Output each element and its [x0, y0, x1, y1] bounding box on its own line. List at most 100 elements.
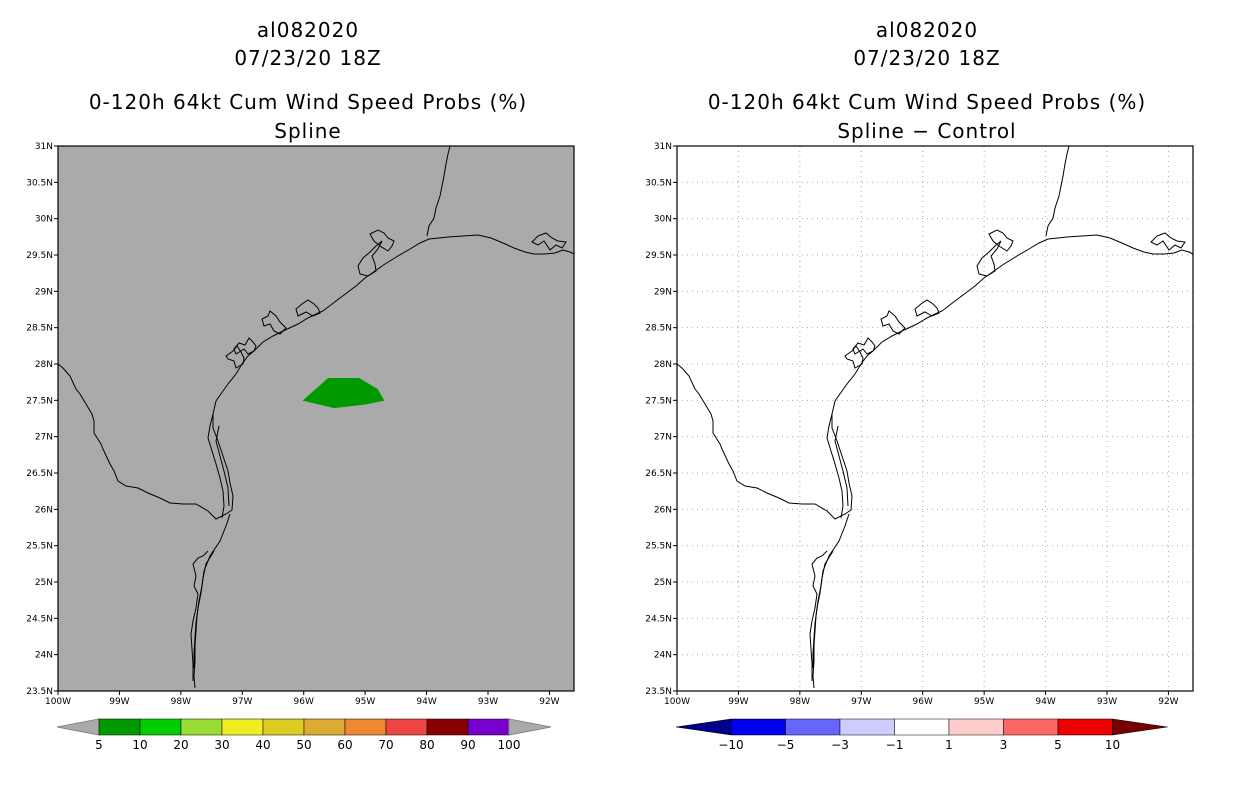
colorbar-label: 10 [1105, 738, 1120, 752]
bay-outline [225, 345, 245, 369]
map-frame [57, 145, 575, 692]
map-frame [676, 145, 1194, 692]
lon-label: 97W [232, 697, 252, 707]
lat-label: 30N [35, 215, 53, 225]
bay-outline [531, 232, 567, 251]
colorbar-label: −1 [886, 738, 904, 752]
colorbar-right-end [1112, 718, 1168, 736]
lon-label: 99W [109, 697, 129, 707]
bay-outline [976, 240, 1002, 277]
lat-label: 24N [35, 651, 53, 661]
probability-contour [302, 378, 385, 409]
lon-label: 94W [1035, 697, 1055, 707]
lat-label: 29.5N [645, 251, 672, 261]
right-datetime: 07/23/20 18Z [853, 46, 1001, 70]
colorbar-swatch [839, 718, 895, 736]
lon-label: 98W [171, 697, 191, 707]
lat-label: 25N [35, 578, 53, 588]
padre-island [812, 550, 834, 668]
colorbar-label: 40 [255, 738, 270, 752]
colorbar-left-end [675, 718, 732, 736]
right-colorbar: −10 −5 −3 −1 1 3 5 10 [675, 718, 1168, 752]
coastline [676, 234, 1194, 520]
colorbar-swatch [948, 718, 1004, 736]
lat-label: 23.5N [645, 687, 672, 697]
lon-label: 95W [355, 697, 375, 707]
lat-label: 28N [654, 360, 672, 370]
colorbar-label: −3 [831, 738, 849, 752]
lon-label: 94W [416, 697, 436, 707]
laguna-madre [809, 550, 828, 681]
colorbar-label: 3 [1000, 738, 1008, 752]
colorbar-swatch [303, 718, 346, 736]
left-datetime: 07/23/20 18Z [234, 46, 382, 70]
colorbar-swatch [894, 718, 950, 736]
colorbar-swatch [1057, 718, 1113, 736]
lat-label: 27N [35, 433, 53, 443]
lat-label: 30.5N [645, 178, 672, 188]
lat-label: 24.5N [26, 614, 53, 624]
colorbar-swatch [785, 718, 841, 736]
lat-label: 27.5N [645, 396, 672, 406]
lat-label: 31N [35, 142, 53, 152]
right-product-title: 0-120h 64kt Cum Wind Speed Probs (%) [707, 90, 1147, 114]
bay-outline [852, 337, 876, 355]
lat-label: 28.5N [645, 324, 672, 334]
lon-label: 96W [294, 697, 314, 707]
bay-outline [369, 229, 395, 252]
lat-label: 29N [654, 287, 672, 297]
lat-label: 29.5N [26, 251, 53, 261]
lon-label: 96W [913, 697, 933, 707]
map-plot-area: 31N 30.5N 30N 29.5N 29N 28.5N 28N 27.5N 27N 26.5N… [26, 142, 575, 707]
bay-outline [261, 310, 287, 335]
barrier-island [215, 425, 230, 507]
bay-outline [844, 345, 864, 369]
bay-outline [233, 337, 257, 355]
lat-label: 24N [654, 651, 672, 661]
colorbar-swatch [344, 718, 387, 736]
colorbar-label: −10 [718, 738, 743, 752]
bay-outline [295, 299, 321, 317]
left-storm-id: al082020 [256, 18, 360, 42]
lon-label: 93W [1097, 697, 1117, 707]
colorbar-swatch [467, 718, 510, 736]
lat-label: 30N [654, 215, 672, 225]
colorbar-swatch [1003, 718, 1059, 736]
left-subtitle: Spline [274, 119, 342, 143]
lat-label: 28N [35, 360, 53, 370]
map-background [58, 146, 574, 691]
bay-outline [988, 229, 1014, 252]
colorbar-label: −5 [777, 738, 795, 752]
lat-label: 24.5N [645, 614, 672, 624]
lat-label: 27.5N [26, 396, 53, 406]
lat-label: 26N [35, 505, 53, 515]
colorbar-left-end [56, 718, 100, 736]
colorbar-label: 5 [95, 738, 103, 752]
bay-outline [914, 299, 940, 317]
colorbar-label: 10 [132, 738, 147, 752]
map-background [677, 146, 1193, 691]
colorbar-swatch [426, 718, 469, 736]
colorbar-swatch [221, 718, 264, 736]
colorbar-label: 90 [460, 738, 475, 752]
lon-label: 100W [664, 697, 690, 707]
lat-label: 23.5N [26, 687, 53, 697]
lon-label: 92W [539, 697, 559, 707]
coastline [57, 234, 575, 520]
lat-label: 29N [35, 287, 53, 297]
lat-label: 26.5N [26, 469, 53, 479]
map-plot-area: 31N 30.5N 30N 29.5N 29N 28.5N 28N 27.5N 27N 26.5N… [645, 142, 1194, 707]
lat-label: 30.5N [26, 178, 53, 188]
lon-label: 95W [974, 697, 994, 707]
colorbar-swatch [262, 718, 305, 736]
lat-label: 26.5N [645, 469, 672, 479]
colorbar-swatch [98, 718, 141, 736]
sabine-river [426, 145, 451, 237]
colorbar-label: 5 [1054, 738, 1062, 752]
colorbar-swatch [385, 718, 428, 736]
colorbar-label: 100 [498, 738, 521, 752]
bay-outline [357, 240, 383, 277]
colorbar-swatch [730, 718, 786, 736]
barrier-island [826, 413, 844, 519]
